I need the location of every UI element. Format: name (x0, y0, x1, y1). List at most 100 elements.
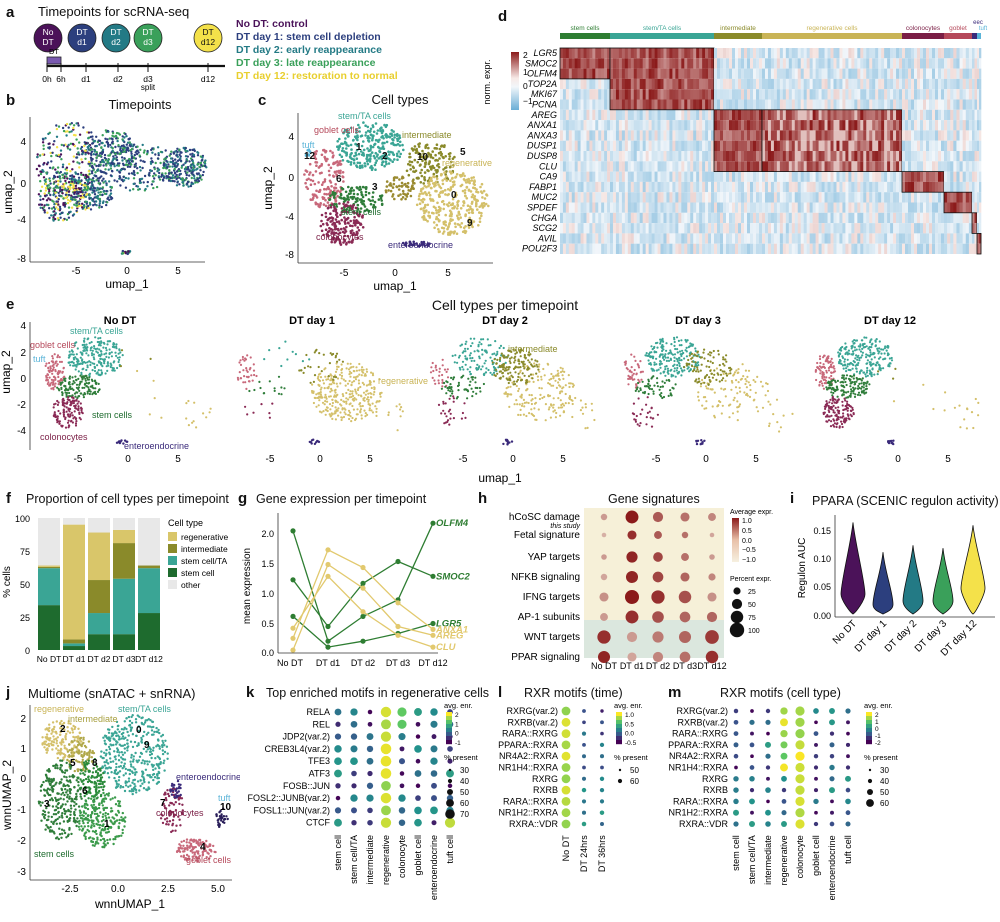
umap-point (384, 134, 387, 137)
heatmap-cell (806, 243, 810, 254)
heatmap-cell (854, 109, 858, 121)
heatmap-cell (678, 78, 682, 90)
heatmap-cell (717, 68, 721, 79)
heatmap-cell (759, 109, 763, 121)
heatmap-cell (863, 89, 867, 100)
heatmap-cell (815, 109, 819, 121)
umap-point (199, 161, 203, 164)
heatmap-cell (624, 223, 629, 234)
umap-point (379, 147, 383, 150)
heatmap-cell (881, 223, 885, 234)
umap-point (349, 143, 353, 147)
heatmap-cell (672, 161, 676, 172)
umap-point (170, 150, 173, 153)
umap-point (146, 180, 149, 184)
heatmap-cell (654, 243, 658, 254)
heatmap-cell (630, 120, 635, 131)
heatmap-cell (598, 192, 602, 203)
heatmap-cell (723, 68, 727, 79)
umap-point (130, 152, 133, 155)
timepoint-circle-label: d12 (201, 37, 215, 47)
heatmap-cell (797, 89, 802, 100)
heatmap-cell (845, 161, 849, 172)
umap-point (334, 183, 337, 186)
heatmap-cell (577, 243, 581, 254)
umap-point (408, 152, 411, 156)
umap-point (342, 238, 346, 241)
umap-point (155, 185, 159, 189)
cluster-id: 1 (356, 142, 362, 153)
heatmap-cell (866, 99, 870, 110)
umap-point (42, 206, 45, 209)
heatmap-cell (788, 48, 793, 59)
heatmap-cell (592, 151, 596, 162)
umap-point (98, 143, 101, 146)
heatmap-cell (627, 78, 632, 90)
heatmap-cell (887, 202, 891, 213)
heatmap-cell (660, 48, 664, 59)
heatmap-cell (687, 192, 691, 203)
umap-point (456, 214, 459, 217)
umap-point (413, 145, 417, 148)
heatmap-cell (896, 48, 900, 59)
umap-point (132, 169, 136, 173)
heatmap-cell (744, 171, 748, 182)
heatmap-cell (612, 89, 617, 100)
heatmap-cell (633, 233, 638, 244)
umap-point (70, 194, 73, 197)
umap-point (163, 158, 166, 161)
umap-point (128, 162, 131, 165)
heatmap-cell (762, 171, 766, 182)
umap-point (418, 155, 422, 159)
umap-point (84, 153, 87, 156)
heatmap-cell (565, 243, 570, 254)
umap-point (430, 167, 433, 170)
umap-point (43, 209, 46, 212)
heatmap-cell (586, 89, 590, 100)
umap-point (481, 196, 484, 199)
umap-point (459, 216, 462, 219)
umap-point (93, 193, 97, 196)
heatmap-cell (630, 78, 635, 90)
heatmap-cell (654, 202, 658, 213)
umap-point (182, 184, 185, 187)
umap-point (401, 189, 405, 193)
heatmap-cell (836, 109, 840, 121)
umap-point (332, 174, 335, 178)
heatmap-cell (601, 171, 605, 182)
heatmap-cell (699, 130, 703, 141)
umap-point (314, 170, 318, 173)
umap-point (381, 134, 384, 138)
heatmap-cell (657, 151, 661, 162)
umap-point (59, 216, 62, 219)
umap-point (459, 207, 463, 210)
heatmap-cell (729, 192, 733, 203)
heatmap-cell (696, 99, 700, 110)
heatmap-cell (890, 212, 894, 224)
umap-point (70, 130, 73, 133)
umap-point (142, 181, 145, 184)
heatmap-cell (648, 212, 652, 224)
umap-point (325, 188, 328, 191)
heatmap-cell (592, 202, 596, 213)
heatmap-cell (887, 181, 891, 193)
heatmap-cell (854, 120, 858, 131)
umap-point (463, 189, 467, 192)
heatmap-cell (887, 130, 891, 141)
heatmap-cell (684, 233, 688, 244)
heatmap-cell (702, 243, 706, 254)
heatmap-cell (648, 151, 652, 162)
heatmap-cell (711, 78, 715, 90)
heatmap-cell (744, 161, 748, 172)
heatmap-cell (669, 212, 673, 224)
umap-point (64, 193, 68, 196)
heatmap-cell (812, 192, 816, 203)
umap-point (109, 189, 113, 192)
heatmap-cell (571, 140, 575, 151)
heatmap-cell (675, 202, 679, 213)
umap-point (62, 202, 65, 205)
umap-point (353, 215, 356, 219)
umap-point (398, 144, 402, 147)
heatmap-cell (601, 243, 605, 254)
heatmap-cell (711, 120, 715, 131)
